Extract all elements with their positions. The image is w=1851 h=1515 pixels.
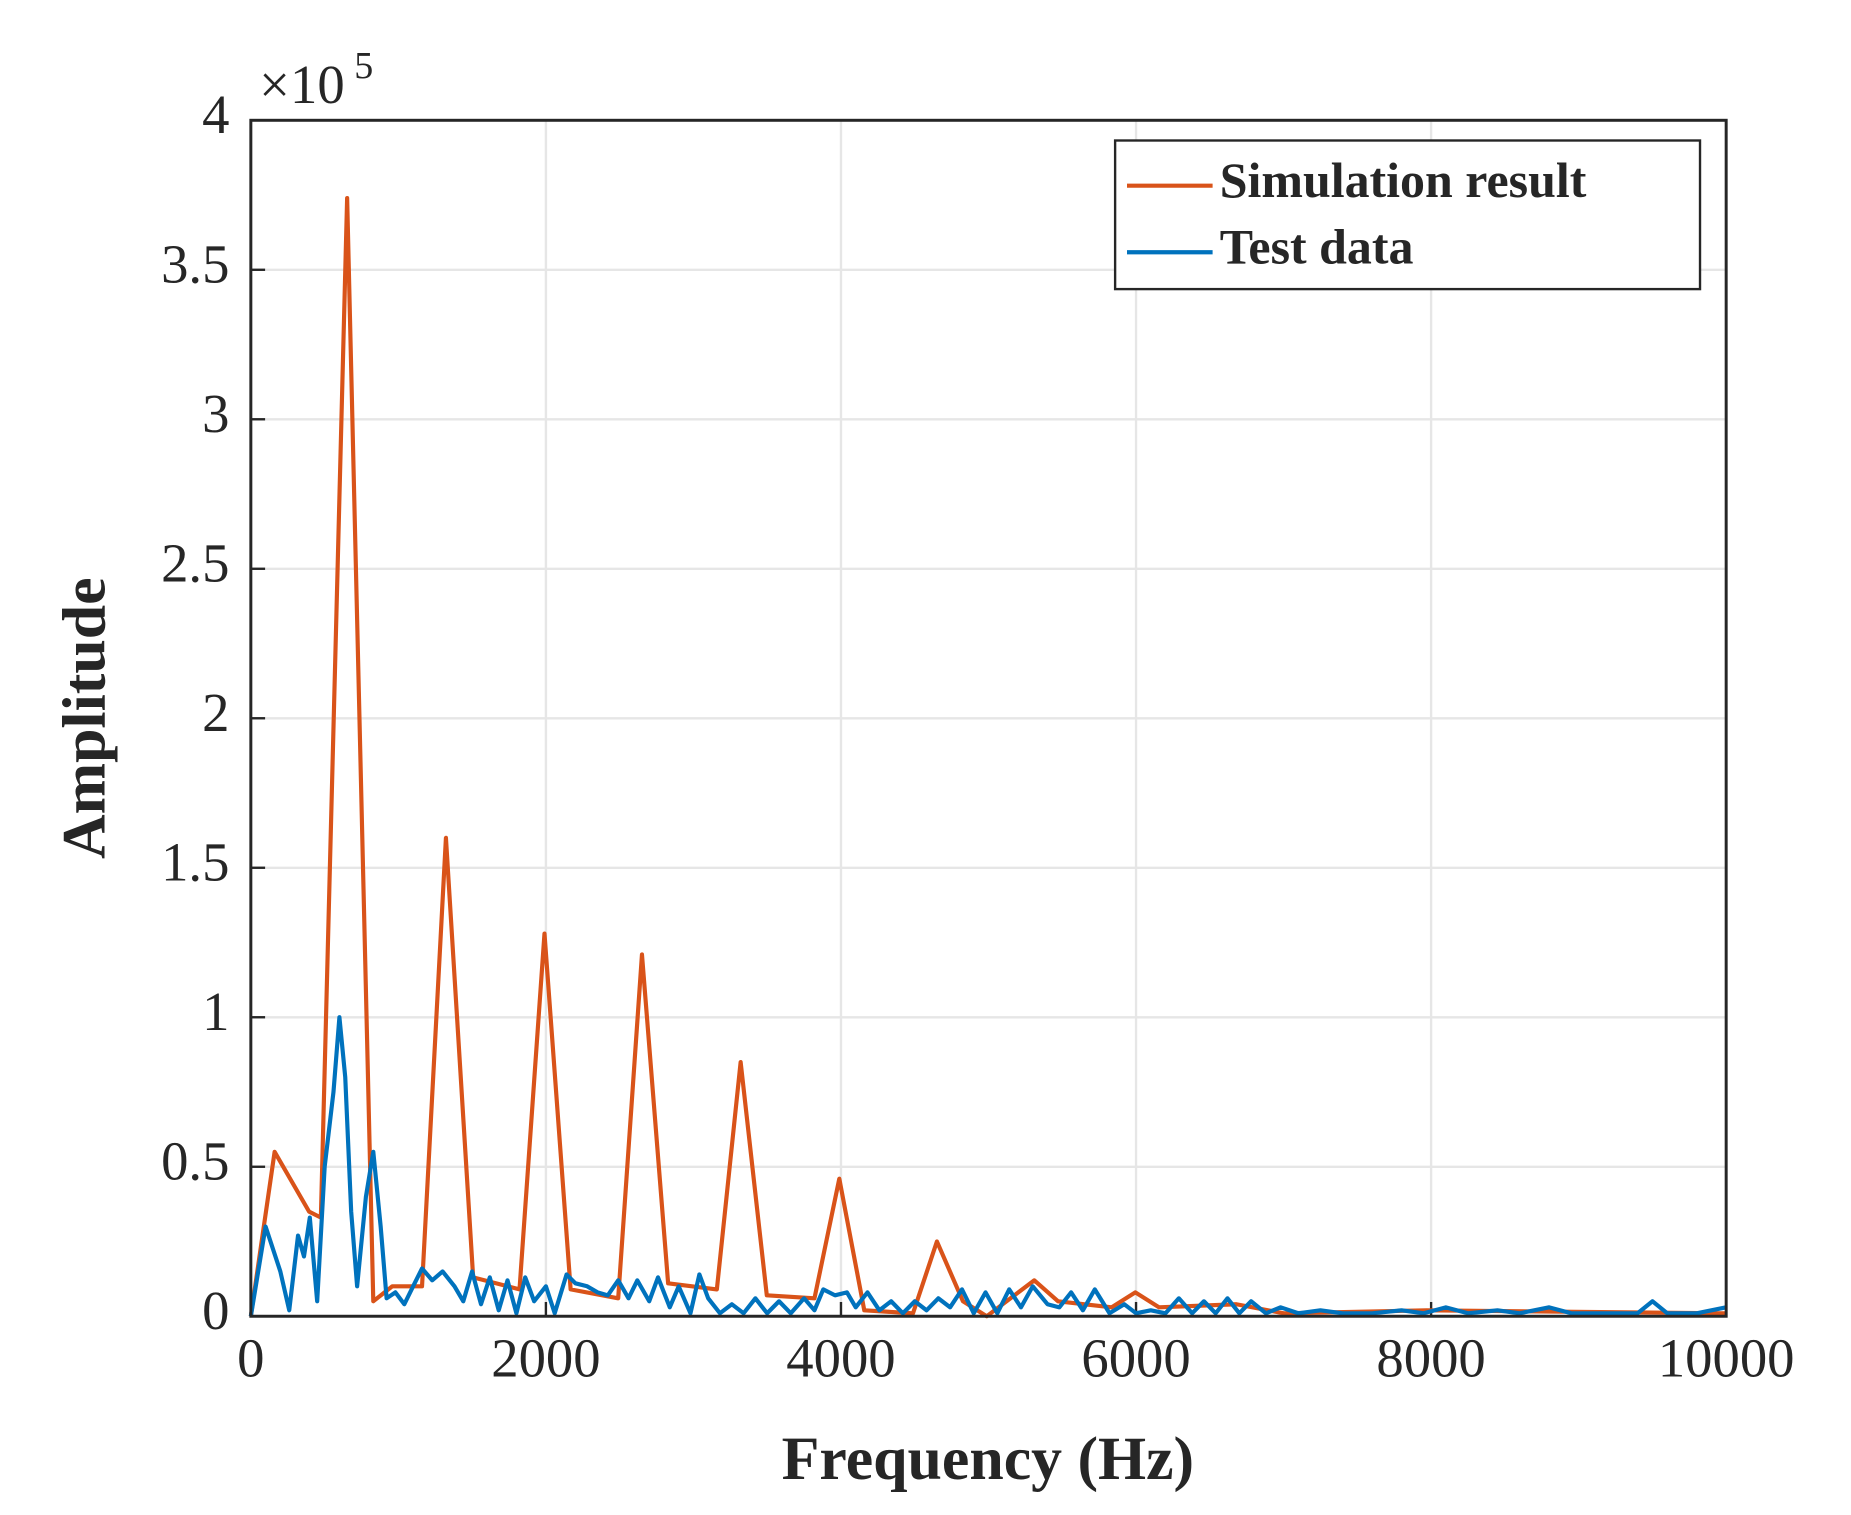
- y-tick-label: 3: [202, 383, 229, 444]
- y-tick-label: 2.5: [161, 532, 229, 593]
- y-tick-label: 1.5: [161, 831, 229, 892]
- y-tick-label: 3.5: [161, 233, 229, 294]
- y-tick-label: 0.5: [161, 1130, 229, 1191]
- y-tick-label: 4: [202, 84, 229, 145]
- x-tick-label: 2000: [491, 1327, 600, 1388]
- y-axis-label: Amplitude: [51, 577, 119, 859]
- x-tick-label: 10000: [1658, 1327, 1795, 1388]
- y-tick-label: 2: [202, 682, 229, 743]
- y-tick-label: 1: [202, 981, 229, 1042]
- x-tick-label: 0: [237, 1327, 264, 1388]
- y-multiplier-exponent: 5: [354, 45, 373, 87]
- y-multiplier-base: ×10: [259, 54, 345, 115]
- y-tick-label: 0: [202, 1280, 229, 1341]
- legend-label: Simulation result: [1220, 153, 1587, 208]
- legend-box: [1113, 139, 1702, 291]
- series-line: [248, 1015, 1727, 1317]
- x-tick-label: 8000: [1376, 1327, 1485, 1388]
- legend-label: Test data: [1220, 220, 1414, 275]
- x-tick-label: 4000: [786, 1327, 895, 1388]
- x-tick-label: 6000: [1081, 1327, 1190, 1388]
- axes-box: [249, 118, 1728, 1318]
- x-axis-label: Frequency (Hz): [782, 1425, 1194, 1493]
- series-line: [248, 195, 1727, 1319]
